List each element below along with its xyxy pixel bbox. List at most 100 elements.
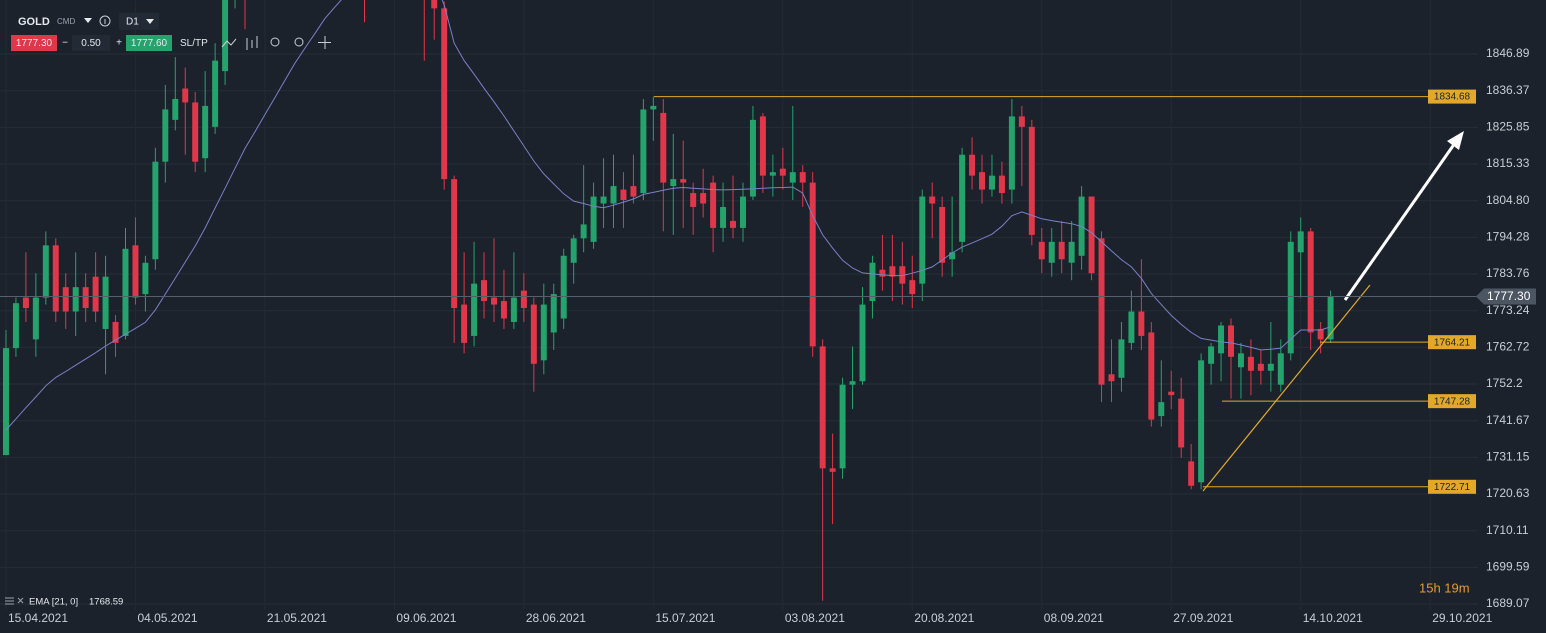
candle-body <box>1018 116 1025 127</box>
x-tick-label: 15.07.2021 <box>655 611 715 625</box>
candle-body <box>142 262 149 295</box>
y-tick-label: 1836.37 <box>1486 83 1530 97</box>
plus[interactable]: + <box>116 38 122 49</box>
legend-close[interactable] <box>17 597 24 604</box>
bars-icon[interactable] <box>246 36 258 50</box>
candle-body <box>959 154 966 242</box>
line-tool-icon[interactable] <box>221 38 237 48</box>
arrow-head <box>1447 131 1464 150</box>
toolbar: GOLD CMD D1 1777.30 − 0.50 + 1777.60 SL/… <box>11 13 331 51</box>
candle-body <box>1138 311 1145 336</box>
level-box <box>1428 335 1476 350</box>
candle-body <box>520 290 527 309</box>
y-tick-label: 1825.85 <box>1486 120 1530 134</box>
dropdown-icon[interactable] <box>146 19 154 24</box>
grid: 1846.89 1836.37 1825.85 1815.33 1804.80 1794.… <box>0 46 1530 626</box>
candle-body <box>1028 126 1035 235</box>
indicator-name: EMA [21, 0] <box>29 597 78 608</box>
buy-box[interactable] <box>126 35 172 51</box>
indicator-value: 1768.59 <box>89 597 123 608</box>
x-tick-label: 03.08.2021 <box>785 611 845 625</box>
candle-body <box>540 304 547 361</box>
x-tick-label: 29.10.2021 <box>1432 611 1492 625</box>
symbol-kind: CMD <box>57 17 75 26</box>
candle-body <box>82 287 89 309</box>
candle-body <box>42 245 49 298</box>
zoom-out-icon[interactable] <box>270 37 280 47</box>
sltp[interactable]: SL/TP <box>180 38 208 49</box>
candle-body <box>431 0 438 9</box>
candle-body <box>1168 391 1175 396</box>
y-tick-label: 1783.76 <box>1486 266 1530 280</box>
trend-line <box>1202 284 1371 492</box>
candle-body <box>52 245 59 312</box>
candle-body <box>1307 231 1314 333</box>
dropdown-icon[interactable] <box>84 18 92 23</box>
candle-body <box>1218 325 1225 354</box>
candle-body <box>132 245 139 298</box>
candle-body <box>730 220 737 228</box>
arrow-shaft <box>1343 142 1457 301</box>
candle-body <box>1068 241 1075 263</box>
candle-body <box>1148 332 1155 420</box>
candle-body <box>849 381 856 385</box>
candle-body <box>1198 360 1205 483</box>
candle-body <box>530 304 537 364</box>
candle-body <box>998 175 1005 194</box>
interval-box[interactable] <box>119 13 159 30</box>
timer: 15h 19m <box>1419 580 1470 595</box>
candle-body <box>988 175 995 190</box>
x-tick-label: 09.06.2021 <box>396 611 456 625</box>
candle-body <box>1237 353 1244 368</box>
move-icon[interactable] <box>318 36 331 49</box>
symbol[interactable]: GOLD <box>18 16 50 28</box>
candle-body <box>640 109 647 194</box>
level-box <box>1428 89 1476 104</box>
candle-body <box>62 287 69 312</box>
sell-price[interactable]: 1777.30 <box>16 38 53 49</box>
zoom-in-icon[interactable] <box>294 37 304 47</box>
y-tick-label: 1815.33 <box>1486 156 1530 170</box>
sell-box[interactable] <box>11 35 57 51</box>
candle-body <box>461 304 468 343</box>
candle-body <box>1277 353 1284 385</box>
plot-area <box>2 0 1334 601</box>
last-price-label: 1777.30 <box>1487 289 1531 303</box>
candle-body <box>152 161 159 260</box>
ema-line <box>5 0 1331 431</box>
level-box <box>1428 394 1476 409</box>
candle-body <box>1287 241 1294 354</box>
info-icon[interactable] <box>99 15 111 27</box>
candle-body <box>949 252 956 260</box>
last-price-box <box>1476 288 1536 305</box>
candle-body <box>899 266 906 284</box>
candle-body <box>102 276 109 329</box>
volume-box[interactable] <box>72 35 110 51</box>
candle-body <box>1158 402 1165 417</box>
candle-body <box>610 186 617 204</box>
y-tick-label: 1741.67 <box>1486 413 1530 427</box>
x-tick-label: 04.05.2021 <box>137 611 197 625</box>
candle-body <box>192 102 199 162</box>
volume[interactable]: 0.50 <box>81 38 101 49</box>
buy-price[interactable]: 1777.60 <box>131 38 168 49</box>
y-tick-label: 1846.89 <box>1486 46 1530 60</box>
overlay: 1834.68 1764.21 1747.28 1722.71 1777.30 15h 1… <box>0 89 1536 608</box>
y-tick-label: 1720.63 <box>1486 486 1530 500</box>
minus[interactable]: − <box>62 38 68 49</box>
candle-body <box>1108 374 1115 382</box>
candle-body <box>1118 339 1125 378</box>
candle-body <box>72 287 79 312</box>
legend-icon <box>5 597 14 605</box>
interval[interactable]: D1 <box>126 17 139 28</box>
candle-body <box>600 196 607 204</box>
y-tick-label: 1794.28 <box>1486 230 1530 244</box>
candle-body <box>939 206 946 263</box>
candle-body <box>1267 363 1274 371</box>
candle-body <box>700 193 707 204</box>
x-tick-label: 08.09.2021 <box>1044 611 1104 625</box>
candle-body <box>739 196 746 228</box>
candle-body <box>1208 346 1215 364</box>
candle-body <box>690 193 697 207</box>
